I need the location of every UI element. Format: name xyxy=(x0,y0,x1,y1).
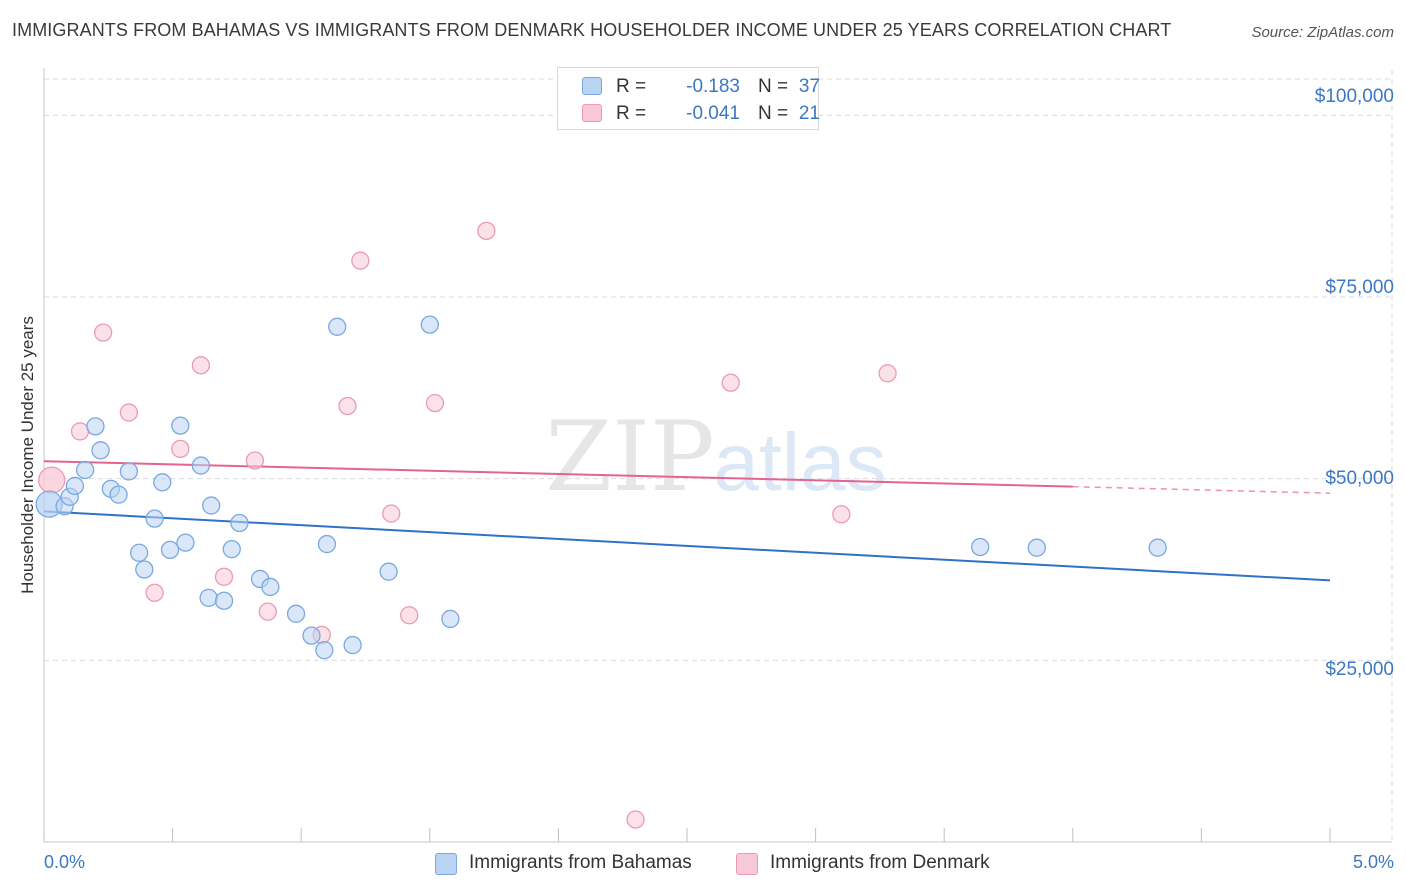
data-point-bahamas xyxy=(343,635,362,655)
correlation-legend: R = -0.183 N = 37 R = -0.041 N = 21 xyxy=(557,67,820,130)
data-point-bahamas xyxy=(153,473,172,492)
data-point-bahamas xyxy=(191,456,211,475)
data-point-bahamas xyxy=(315,641,334,660)
data-point-denmark xyxy=(191,356,211,375)
data-point-bahamas xyxy=(379,562,398,581)
y-tick-label-25000: $25,000 xyxy=(1325,659,1394,680)
source-label: Source: ZipAtlas.com xyxy=(1251,24,1394,41)
data-point-denmark xyxy=(258,602,277,621)
legend-swatch-denmark xyxy=(582,104,602,122)
axes xyxy=(43,68,1392,843)
y-tick-label-75000: $75,000 xyxy=(1325,277,1394,298)
data-point-denmark xyxy=(382,504,401,523)
data-point-bahamas xyxy=(109,485,128,504)
data-point-bahamas xyxy=(214,591,234,610)
data-point-bahamas xyxy=(199,588,218,607)
data-point-bahamas xyxy=(441,609,460,629)
data-point-bahamas xyxy=(1148,538,1167,557)
bottom-legend-swatch-bahamas xyxy=(435,853,457,875)
y-axis-title: Householder Income Under 25 years xyxy=(18,316,37,594)
trend-line-denmark xyxy=(43,460,1073,488)
watermark: ZIP atlas xyxy=(545,401,886,513)
data-point-denmark xyxy=(721,373,740,392)
data-point-denmark xyxy=(214,567,234,586)
trend-line-bahamas xyxy=(43,510,1331,582)
legend-r-value-denmark: -0.041 xyxy=(686,103,740,124)
data-point-denmark xyxy=(245,451,265,470)
data-point-bahamas xyxy=(135,560,154,579)
data-point-denmark xyxy=(878,364,897,383)
data-point-denmark xyxy=(351,251,370,270)
x-tick-label-5: 5.0% xyxy=(1352,852,1394,872)
data-point-bahamas xyxy=(286,604,306,623)
data-point-bahamas xyxy=(171,416,190,435)
legend-swatch-bahamas xyxy=(582,77,602,95)
data-point-bahamas xyxy=(145,509,164,528)
data-point-bahamas xyxy=(65,476,85,496)
chart-title: IMMIGRANTS FROM BAHAMAS VS IMMIGRANTS FR… xyxy=(12,20,1172,40)
watermark-zip: ZIP xyxy=(545,401,714,513)
data-point-bahamas xyxy=(91,441,110,460)
bottom-legend-label-denmark: Immigrants from Denmark xyxy=(770,852,990,873)
legend-n-value-denmark: 21 xyxy=(798,103,820,124)
data-point-denmark xyxy=(38,466,66,494)
data-point-bahamas xyxy=(76,460,95,480)
trend-line-denmark-extension xyxy=(1072,485,1331,494)
data-point-bahamas xyxy=(130,543,149,562)
data-point-denmark xyxy=(171,439,190,459)
data-point-denmark xyxy=(70,422,90,441)
data-point-denmark xyxy=(119,403,139,422)
bottom-legend-swatch-denmark xyxy=(736,853,758,875)
x-tick-label-0: 0.0% xyxy=(44,852,86,872)
grid-lines xyxy=(44,70,1393,842)
legend-n-label: N = xyxy=(758,103,789,124)
legend-r-label: R = xyxy=(616,76,647,97)
data-point-bahamas xyxy=(230,513,249,533)
data-point-denmark xyxy=(145,583,164,602)
legend-r-value-bahamas: -0.183 xyxy=(686,76,740,97)
legend-n-label: N = xyxy=(758,76,789,97)
data-point-denmark xyxy=(338,396,357,416)
data-point-bahamas xyxy=(328,317,347,336)
data-point-denmark xyxy=(477,221,496,241)
data-point-bahamas xyxy=(317,534,337,554)
data-point-denmark xyxy=(425,393,445,413)
data-point-bahamas xyxy=(86,417,105,436)
y-tick-label-50000: $50,000 xyxy=(1325,468,1394,489)
data-point-bahamas xyxy=(1027,538,1046,557)
data-point-bahamas xyxy=(176,533,195,552)
data-point-bahamas xyxy=(119,462,139,481)
legend-r-label: R = xyxy=(616,103,647,124)
data-point-bahamas xyxy=(261,577,280,597)
data-points xyxy=(35,221,1167,829)
bottom-legend-label-bahamas: Immigrants from Bahamas xyxy=(469,852,692,873)
data-point-bahamas xyxy=(420,315,439,334)
trend-lines xyxy=(43,460,1331,582)
data-point-denmark xyxy=(400,606,419,625)
data-point-bahamas xyxy=(222,540,241,559)
y-tick-label-100000: $100,000 xyxy=(1314,86,1394,107)
data-point-denmark xyxy=(94,323,113,342)
data-point-bahamas xyxy=(160,540,180,560)
data-point-denmark xyxy=(832,505,851,524)
watermark-atlas: atlas xyxy=(713,417,886,508)
legend-n-value-bahamas: 37 xyxy=(798,76,820,97)
data-point-bahamas xyxy=(971,537,990,557)
data-point-denmark xyxy=(626,810,645,829)
data-point-bahamas xyxy=(302,626,321,645)
data-point-bahamas xyxy=(202,496,221,515)
